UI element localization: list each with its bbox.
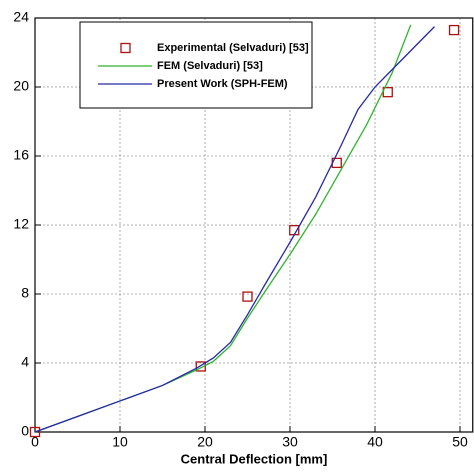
x-tick-label: 40 (367, 434, 383, 450)
y-tick-label: 0 (21, 423, 29, 439)
data-point (448, 24, 460, 36)
legend-symbol (120, 42, 131, 54)
x-tick-label: 30 (282, 434, 298, 450)
data-point (195, 361, 206, 372)
x-tick-label: 10 (112, 434, 128, 450)
y-tick-label: 20 (13, 78, 29, 94)
legend-box (79, 21, 313, 109)
x-axis-label: Central Deflection [mm] (181, 451, 328, 466)
plot-frame (34, 17, 474, 433)
legend-label: Present Work (SPH-FEM) (157, 78, 288, 90)
y-tick-label: 24 (13, 9, 29, 25)
legend-label: FEM (Selvaduri) [53] (157, 60, 263, 72)
x-tick-label: 20 (197, 434, 213, 450)
y-tick-label: 8 (21, 285, 29, 301)
y-tick-label: 12 (13, 216, 29, 232)
legend-label: Experimental (Selvaduri) [53] (157, 42, 309, 54)
y-tick-label: 16 (13, 147, 29, 163)
data-point (242, 291, 253, 302)
data-line (34, 26, 435, 433)
x-tick-label: 50 (452, 434, 468, 450)
x-tick-label: 0 (31, 434, 39, 450)
data-point (29, 426, 41, 438)
y-tick-label: 4 (21, 354, 29, 370)
